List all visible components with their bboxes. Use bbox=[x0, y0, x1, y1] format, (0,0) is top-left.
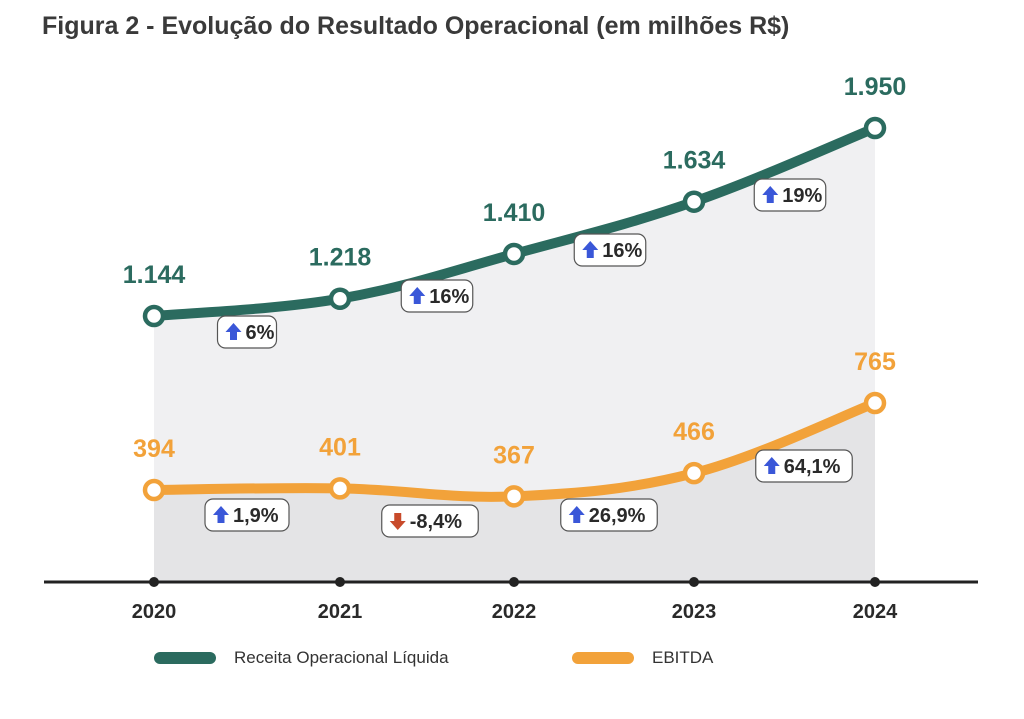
x-axis: 2020 2021 2022 2023 2024 bbox=[44, 577, 978, 623]
growth-badge-box bbox=[381, 504, 479, 538]
growth-badge-box bbox=[755, 449, 853, 483]
x-axis-tick-dot bbox=[335, 577, 345, 587]
arrow-up-icon bbox=[213, 506, 229, 523]
data-point-ebitda bbox=[863, 391, 887, 415]
x-axis-tick-dot bbox=[149, 577, 159, 587]
growth-badge-receita: 16% bbox=[400, 279, 474, 313]
data-label-ebitda: 394 bbox=[133, 435, 175, 463]
x-axis-tick-label: 2023 bbox=[672, 601, 717, 623]
data-label-receita: 1.410 bbox=[483, 199, 546, 227]
growth-badge-box bbox=[560, 498, 658, 532]
growth-badge-label: 16% bbox=[429, 286, 469, 308]
growth-badge-label: 64,1% bbox=[784, 456, 841, 478]
arrow-up-icon bbox=[568, 506, 585, 523]
data-point-ebitda bbox=[142, 478, 166, 502]
series-points bbox=[142, 116, 887, 508]
data-point-receita bbox=[328, 287, 352, 310]
data-point-ebitda bbox=[328, 477, 352, 500]
data-label-receita: 1.634 bbox=[663, 147, 726, 175]
growth-badge-label: 16% bbox=[602, 240, 642, 262]
legend-item-receita: Receita Operacional Líquida bbox=[154, 648, 449, 668]
arrow-up-icon bbox=[582, 241, 599, 258]
data-point-ebitda bbox=[502, 485, 526, 508]
growth-badge-ebitda: 64,1% bbox=[755, 449, 853, 483]
area-ebitda bbox=[154, 403, 875, 582]
data-point-receita bbox=[142, 304, 166, 328]
growth-badge-box bbox=[204, 498, 290, 532]
data-point-receita bbox=[502, 242, 526, 266]
data-label-ebitda: 401 bbox=[319, 433, 361, 461]
data-label-receita: 1.144 bbox=[123, 261, 186, 289]
growth-badge-label: -8,4% bbox=[410, 511, 462, 533]
growth-badge-receita: 6% bbox=[216, 315, 278, 349]
x-axis-tick-dot bbox=[689, 577, 699, 587]
chart-title: Figura 2 - Evolução do Resultado Operaci… bbox=[42, 12, 790, 40]
x-axis-tick-dot bbox=[870, 577, 880, 587]
data-label-receita: 1.950 bbox=[844, 73, 907, 101]
growth-badge-ebitda: 26,9% bbox=[560, 498, 658, 532]
growth-badge-label: 26,9% bbox=[589, 505, 646, 527]
x-axis-tick-label: 2022 bbox=[492, 601, 537, 623]
data-label-ebitda: 765 bbox=[854, 348, 896, 376]
legend-item-ebitda: EBITDA bbox=[572, 648, 713, 668]
data-label-ebitda: 367 bbox=[493, 441, 535, 469]
data-point-receita bbox=[863, 116, 887, 140]
growth-badge-label: 6% bbox=[246, 322, 275, 344]
growth-badge-label: 1,9% bbox=[233, 505, 279, 527]
arrow-up-icon bbox=[762, 186, 779, 203]
value-labels: 1.144 1.218 1.410 1.634 1.950 394 401 367 466 765 bbox=[123, 73, 907, 469]
growth-badge-label: 19% bbox=[782, 185, 822, 207]
data-point-receita bbox=[682, 190, 706, 213]
x-axis-tick-label: 2020 bbox=[132, 601, 177, 623]
arrow-up-icon bbox=[763, 457, 780, 474]
growth-badge-receita: 19% bbox=[753, 178, 827, 212]
arrow-down-icon bbox=[389, 513, 406, 530]
data-label-ebitda: 466 bbox=[673, 418, 715, 446]
x-axis-tick-label: 2024 bbox=[853, 601, 898, 623]
arrow-up-icon bbox=[409, 287, 426, 304]
x-axis-tick-label: 2021 bbox=[318, 601, 363, 623]
data-label-receita: 1.218 bbox=[309, 244, 372, 272]
growth-badge-ebitda: -8,4% bbox=[381, 504, 479, 538]
growth-badge-receita: 16% bbox=[573, 233, 647, 267]
data-point-ebitda bbox=[682, 461, 706, 485]
growth-badges: 6% 16% 16% 19% 1,9% -8,4% 26,9% 64,1% bbox=[204, 178, 853, 538]
growth-badge-ebitda: 1,9% bbox=[204, 498, 290, 532]
x-axis-tick-dot bbox=[509, 577, 519, 587]
legend-label-ebitda: EBITDA bbox=[652, 648, 714, 667]
legend-swatch-receita bbox=[154, 652, 216, 664]
legend-label-receita: Receita Operacional Líquida bbox=[234, 648, 449, 667]
arrow-up-icon bbox=[225, 323, 242, 340]
legend-swatch-ebitda bbox=[572, 652, 634, 664]
